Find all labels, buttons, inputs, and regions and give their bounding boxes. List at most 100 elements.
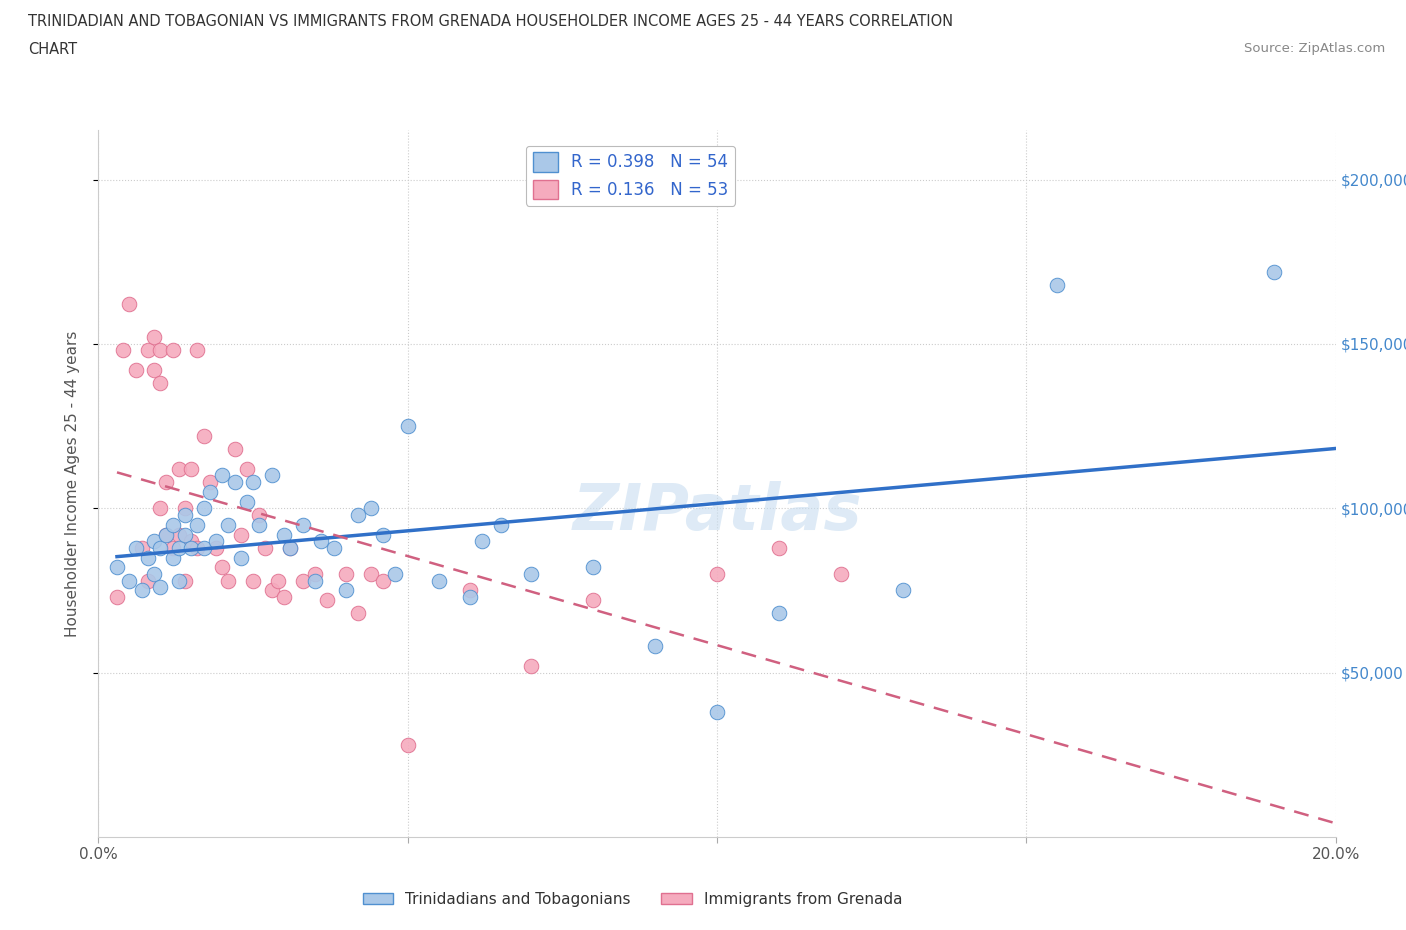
- Point: [162, 517, 184, 532]
- Point: [186, 517, 208, 532]
- Point: [217, 573, 239, 588]
- Point: [105, 560, 128, 575]
- Point: [167, 527, 190, 542]
- Point: [174, 527, 197, 542]
- Point: [242, 573, 264, 588]
- Point: [371, 527, 394, 542]
- Point: [891, 583, 914, 598]
- Point: [155, 527, 177, 542]
- Point: [247, 517, 270, 532]
- Point: [254, 540, 277, 555]
- Point: [118, 297, 141, 312]
- Point: [360, 501, 382, 516]
- Point: [198, 485, 221, 499]
- Point: [1263, 264, 1285, 279]
- Point: [193, 501, 215, 516]
- Text: ZIPatlas: ZIPatlas: [572, 481, 862, 543]
- Point: [174, 573, 197, 588]
- Point: [211, 560, 233, 575]
- Point: [768, 606, 790, 621]
- Point: [143, 566, 166, 581]
- Point: [224, 474, 246, 489]
- Point: [520, 658, 543, 673]
- Point: [180, 534, 202, 549]
- Point: [706, 705, 728, 720]
- Point: [143, 534, 166, 549]
- Legend: R = 0.398   N = 54, R = 0.136   N = 53: R = 0.398 N = 54, R = 0.136 N = 53: [526, 146, 735, 206]
- Point: [582, 592, 605, 607]
- Point: [136, 573, 159, 588]
- Point: [162, 343, 184, 358]
- Point: [167, 461, 190, 476]
- Point: [193, 540, 215, 555]
- Point: [278, 540, 301, 555]
- Point: [205, 534, 228, 549]
- Point: [174, 501, 197, 516]
- Point: [112, 343, 135, 358]
- Point: [384, 566, 406, 581]
- Point: [371, 573, 394, 588]
- Point: [186, 343, 208, 358]
- Point: [471, 534, 494, 549]
- Point: [247, 508, 270, 523]
- Point: [291, 573, 314, 588]
- Point: [260, 468, 283, 483]
- Point: [396, 737, 419, 752]
- Point: [396, 418, 419, 433]
- Point: [242, 474, 264, 489]
- Point: [136, 343, 159, 358]
- Point: [149, 540, 172, 555]
- Point: [273, 527, 295, 542]
- Point: [304, 573, 326, 588]
- Point: [236, 461, 259, 476]
- Point: [211, 468, 233, 483]
- Point: [205, 540, 228, 555]
- Point: [316, 592, 339, 607]
- Point: [143, 330, 166, 345]
- Point: [180, 540, 202, 555]
- Point: [489, 517, 512, 532]
- Point: [124, 540, 146, 555]
- Point: [267, 573, 290, 588]
- Point: [291, 517, 314, 532]
- Point: [458, 583, 481, 598]
- Text: CHART: CHART: [28, 42, 77, 57]
- Point: [335, 583, 357, 598]
- Point: [768, 540, 790, 555]
- Point: [162, 540, 184, 555]
- Point: [830, 566, 852, 581]
- Point: [124, 363, 146, 378]
- Point: [167, 573, 190, 588]
- Y-axis label: Householder Income Ages 25 - 44 years: Householder Income Ages 25 - 44 years: [65, 330, 80, 637]
- Point: [149, 501, 172, 516]
- Point: [174, 508, 197, 523]
- Point: [136, 551, 159, 565]
- Point: [278, 540, 301, 555]
- Point: [149, 343, 172, 358]
- Text: Source: ZipAtlas.com: Source: ZipAtlas.com: [1244, 42, 1385, 55]
- Point: [149, 376, 172, 391]
- Point: [167, 540, 190, 555]
- Text: TRINIDADIAN AND TOBAGONIAN VS IMMIGRANTS FROM GRENADA HOUSEHOLDER INCOME AGES 25: TRINIDADIAN AND TOBAGONIAN VS IMMIGRANTS…: [28, 14, 953, 29]
- Point: [217, 517, 239, 532]
- Point: [131, 540, 153, 555]
- Point: [644, 639, 666, 654]
- Point: [131, 583, 153, 598]
- Legend: Trinidadians and Tobagonians, Immigrants from Grenada: Trinidadians and Tobagonians, Immigrants…: [357, 886, 908, 913]
- Point: [229, 551, 252, 565]
- Point: [180, 461, 202, 476]
- Point: [236, 494, 259, 509]
- Point: [105, 590, 128, 604]
- Point: [427, 573, 450, 588]
- Point: [143, 363, 166, 378]
- Point: [322, 540, 344, 555]
- Point: [706, 566, 728, 581]
- Point: [229, 527, 252, 542]
- Point: [582, 560, 605, 575]
- Point: [155, 474, 177, 489]
- Point: [309, 534, 332, 549]
- Point: [224, 442, 246, 457]
- Point: [118, 573, 141, 588]
- Point: [198, 474, 221, 489]
- Point: [149, 579, 172, 594]
